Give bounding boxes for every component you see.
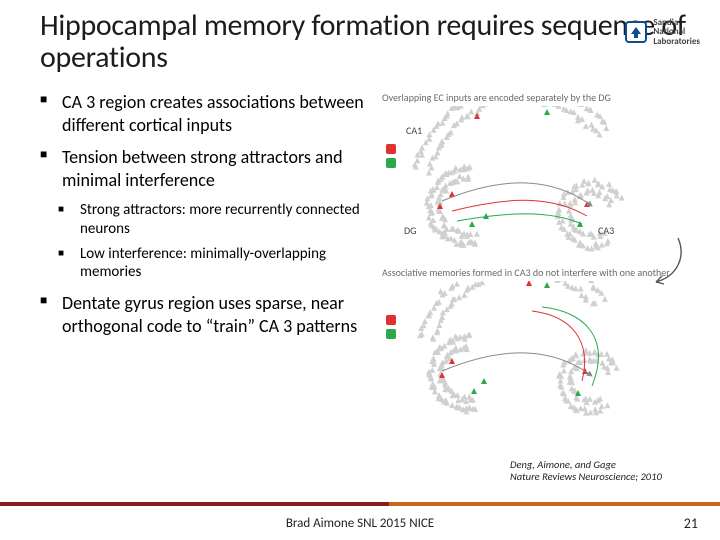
region-label-ca1: CA1	[406, 124, 422, 137]
diagram-caption: Associative memories formed in CA3 do no…	[382, 266, 682, 279]
hippocampus-diagram-bottom	[382, 281, 682, 421]
bullet-column: CA 3 region creates associations between…	[40, 91, 370, 431]
slide-body: CA 3 region creates associations between…	[40, 91, 690, 431]
region-label-ca3: CA3	[598, 224, 614, 237]
cluster-svg	[382, 281, 672, 421]
citation-line: Deng, Aimone, and Gage	[510, 458, 616, 471]
cluster-svg	[382, 106, 672, 256]
input-marker-b	[386, 158, 396, 168]
input-marker-b	[386, 329, 396, 339]
slide-title: Hippocampal memory formation requires se…	[40, 10, 690, 73]
bullet-l2: Strong attractors: more recurrently conn…	[58, 201, 370, 239]
flow-arrow-icon	[648, 236, 688, 286]
figure-citation: Deng, Aimone, and Gage Nature Reviews Ne…	[510, 459, 700, 484]
bullet-l2: Low interference: minimally-overlapping …	[58, 245, 370, 283]
input-marker-a	[386, 315, 396, 325]
org-name: SandiaNationalLaboratories	[653, 18, 700, 46]
region-label-dg: DG	[404, 224, 416, 237]
org-logo: SandiaNationalLaboratories	[625, 18, 700, 46]
diagram-column: Overlapping EC inputs are encoded separa…	[382, 91, 682, 431]
citation-line: Nature Reviews Neuroscience; 2010	[510, 470, 662, 483]
page-number: 21	[684, 515, 698, 532]
slide: SandiaNationalLaboratories Hippocampal m…	[0, 0, 720, 540]
footer-text: Brad Aimone SNL 2015 NICE	[0, 506, 720, 540]
diagram-caption: Overlapping EC inputs are encoded separa…	[382, 91, 682, 104]
hippocampus-diagram-top: CA1 DG CA3	[382, 106, 682, 256]
input-marker-a	[386, 144, 396, 154]
bullet-l1: CA 3 region creates associations between…	[40, 91, 370, 136]
thunderbird-icon	[625, 21, 647, 43]
bullet-l1: Dentate gyrus region uses sparse, near o…	[40, 292, 370, 337]
bullet-l1: Tension between strong attractors and mi…	[40, 146, 370, 191]
